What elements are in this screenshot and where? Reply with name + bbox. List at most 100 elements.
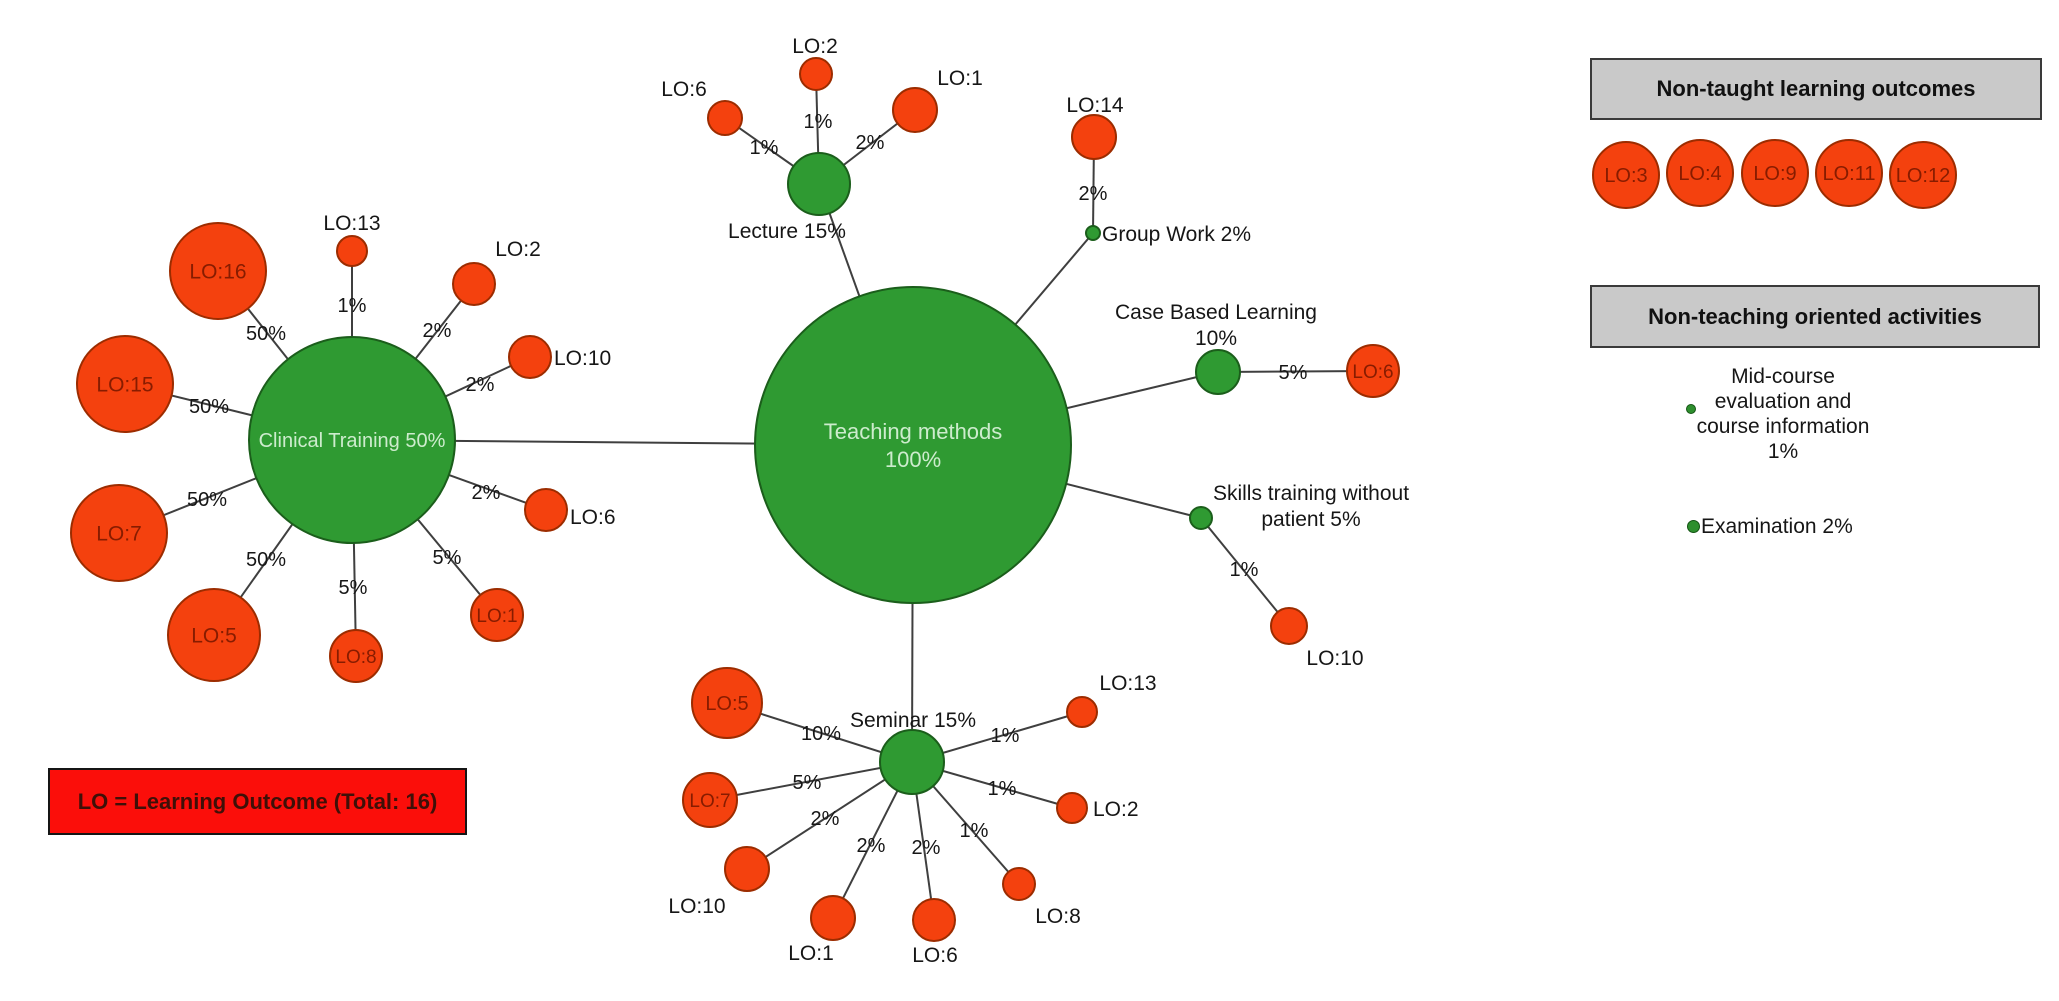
node-label-c6: LO:6: [570, 506, 616, 529]
midcourse-evaluation-dot: [1686, 404, 1696, 414]
node-label-m1: LO:1: [788, 942, 834, 965]
node-label-p11: LO:11: [1823, 163, 1876, 185]
edge-label-clinical-c6: 2%: [472, 482, 501, 504]
node-label-g14: LO:14: [1066, 94, 1124, 117]
examination-label: Examination 2%: [1701, 515, 1853, 538]
node-m13: [1066, 696, 1098, 728]
node-m2: [1056, 792, 1088, 824]
node-label-m7: LO:7: [689, 791, 730, 812]
node-label-lecture: Lecture 15%: [728, 220, 846, 243]
node-label-l2: LO:2: [792, 35, 838, 58]
edge-label-seminar-m6: 2%: [912, 837, 941, 859]
node-groupwork: [1085, 225, 1101, 241]
node-m8: [1002, 867, 1036, 901]
node-label-p3: LO:3: [1604, 165, 1647, 187]
node-c1: [470, 588, 524, 642]
node-label-m2: LO:2: [1093, 798, 1139, 821]
node-label-l1: LO:1: [937, 67, 983, 90]
edge-label-casebased-cb6: 5%: [1279, 362, 1308, 384]
edge-label-seminar-m8: 1%: [960, 820, 989, 842]
node-l2: [799, 57, 833, 91]
node-label-casebased: Case Based Learning 10%: [1115, 301, 1317, 350]
node-label-c1: LO:1: [476, 606, 517, 627]
node-label-c15: LO:15: [96, 374, 153, 397]
node-p11: [1815, 139, 1883, 207]
node-c15: [76, 335, 174, 433]
node-label-c8: LO:8: [335, 647, 376, 668]
node-s10: [1270, 607, 1308, 645]
edge-label-seminar-m13: 1%: [991, 725, 1020, 747]
node-label-p9: LO:9: [1753, 163, 1796, 185]
node-m6: [912, 898, 956, 942]
edge-label-seminar-m7: 5%: [793, 772, 822, 794]
node-p4: [1666, 139, 1734, 207]
edge-label-clinical-c10: 2%: [466, 374, 495, 396]
legend-box: LO = Learning Outcome (Total: 16): [48, 768, 467, 835]
node-g14: [1071, 114, 1117, 160]
node-m10: [724, 846, 770, 892]
node-label-seminar: Seminar 15%: [850, 709, 976, 732]
edge-label-skills-s10: 1%: [1230, 559, 1259, 581]
node-c2: [452, 262, 496, 306]
node-label-c7: LO:7: [96, 523, 142, 546]
node-label-groupwork: Group Work 2%: [1102, 223, 1251, 246]
node-c16: [169, 222, 267, 320]
edge-label-seminar-m2: 1%: [988, 778, 1017, 800]
non-teaching-activities-panel: Non-teaching oriented activities: [1590, 285, 2040, 348]
node-c6: [524, 488, 568, 532]
node-label-p4: LO:4: [1678, 163, 1721, 185]
node-p12: [1889, 141, 1957, 209]
node-label-teaching: Teaching methods 100%: [824, 419, 1003, 472]
node-label-c2: LO:2: [495, 238, 541, 261]
node-label-c5: LO:5: [191, 625, 237, 648]
node-c7: [70, 484, 168, 582]
node-cb6: [1346, 344, 1400, 398]
node-clinical: [248, 336, 456, 544]
node-label-c10: LO:10: [554, 347, 611, 370]
node-label-skills: Skills training without patient 5%: [1213, 482, 1409, 531]
node-teaching: [754, 286, 1072, 604]
node-c8: [329, 629, 383, 683]
node-label-m13: LO:13: [1099, 672, 1156, 695]
node-p3: [1592, 141, 1660, 209]
edge-label-lecture-l2: 1%: [804, 111, 833, 133]
node-label-m10: LO:10: [668, 895, 725, 918]
edge-label-seminar-m5: 10%: [801, 723, 841, 745]
node-label-c13: LO:13: [323, 212, 380, 235]
node-label-l6: LO:6: [661, 78, 707, 101]
edge-label-lecture-l1: 2%: [856, 132, 885, 154]
node-skills: [1189, 506, 1213, 530]
edge-label-clinical-c1: 5%: [433, 547, 462, 569]
edge-label-clinical-c2: 2%: [423, 320, 452, 342]
node-label-cb6: LO:6: [1352, 362, 1393, 383]
node-m7: [682, 772, 738, 828]
node-m5: [691, 667, 763, 739]
edge-label-clinical-c15: 50%: [189, 396, 229, 418]
examination-dot: [1687, 520, 1700, 533]
edge-skills-s10: [1200, 517, 1290, 627]
edge-label-seminar-m10: 2%: [811, 808, 840, 830]
node-label-p12: LO:12: [1896, 165, 1950, 187]
node-l6: [707, 100, 743, 136]
edge-label-groupwork-g14: 2%: [1079, 183, 1108, 205]
edge-label-lecture-l6: 1%: [750, 137, 779, 159]
legend-text: LO = Learning Outcome (Total: 16): [77, 788, 438, 814]
edge-label-clinical-c16: 50%: [246, 323, 286, 345]
node-c10: [508, 335, 552, 379]
edge-seminar-m7: [709, 761, 913, 801]
non-taught-outcomes-title: Non-taught learning outcomes: [1656, 76, 1976, 101]
node-p9: [1741, 139, 1809, 207]
node-label-m6: LO:6: [912, 944, 958, 967]
node-label-clinical: Clinical Training 50%: [259, 430, 446, 452]
node-m1: [810, 895, 856, 941]
node-l1: [892, 87, 938, 133]
edge-label-clinical-c8: 5%: [339, 577, 368, 599]
node-label-c16: LO:16: [189, 261, 246, 284]
node-seminar: [879, 729, 945, 795]
edge-label-seminar-m1: 2%: [857, 835, 886, 857]
non-taught-outcomes-panel: Non-taught learning outcomes: [1590, 58, 2042, 120]
node-lecture: [787, 152, 851, 216]
node-casebased: [1195, 349, 1241, 395]
node-c5: [167, 588, 261, 682]
